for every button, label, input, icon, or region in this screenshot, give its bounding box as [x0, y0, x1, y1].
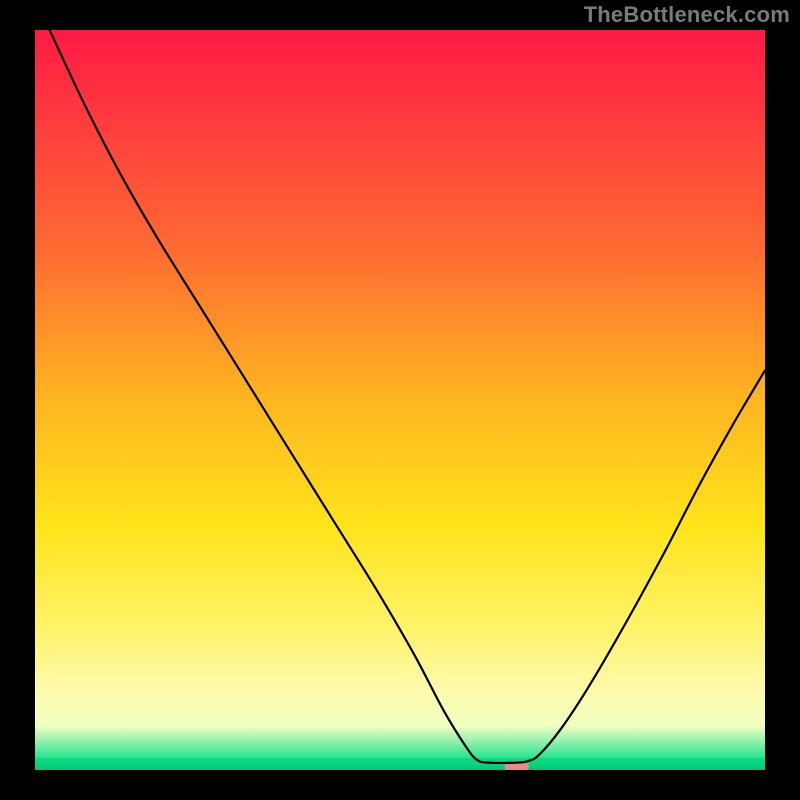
plot-area	[35, 30, 765, 770]
bottom-stripe	[35, 759, 765, 770]
chart-frame: TheBottleneck.com	[0, 0, 800, 800]
bottleneck-chart-svg	[35, 30, 765, 770]
watermark-text: TheBottleneck.com	[584, 2, 790, 28]
gradient-background	[35, 30, 765, 759]
